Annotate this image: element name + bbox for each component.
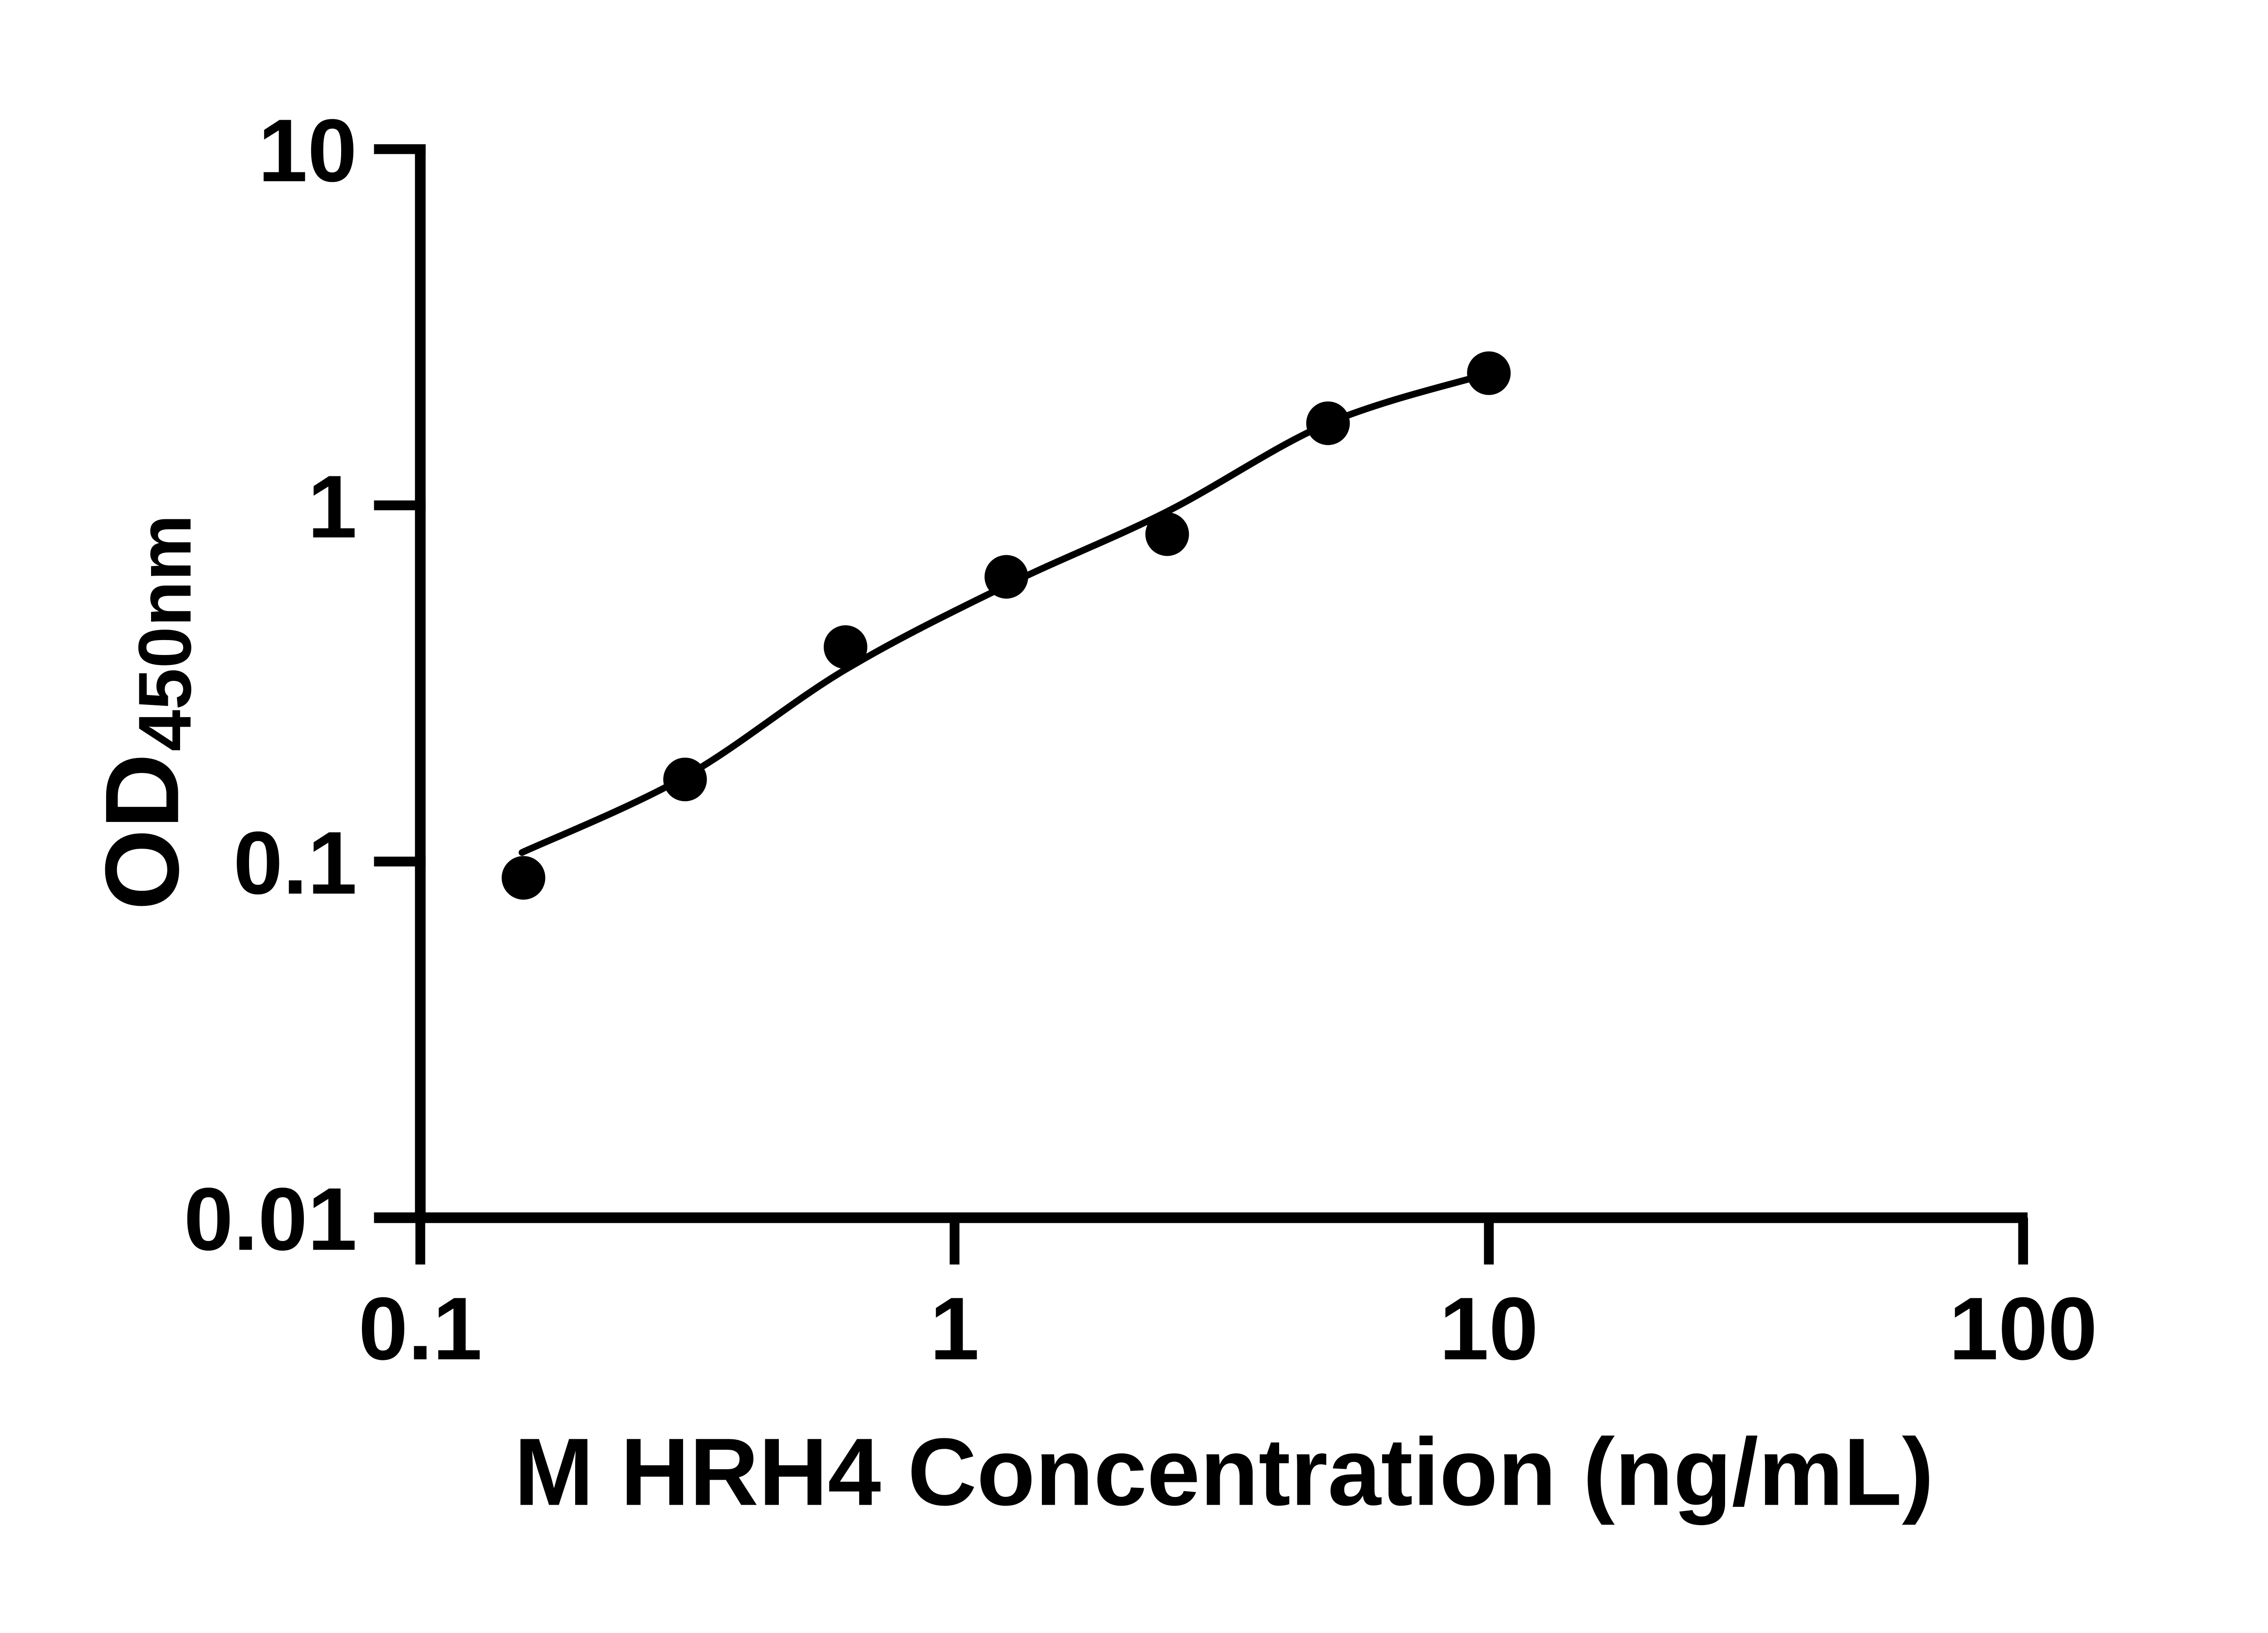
data-point [1467,351,1511,395]
x-tick-label: 100 [1949,1279,2097,1379]
y-axis-title-main: OD [83,753,200,910]
y-axis-ticks: 10 1 0.1 0.01 [184,100,426,1269]
x-axis-ticks: 0.1 1 10 100 [358,1217,2097,1379]
y-tick-label: 10 [258,100,357,200]
y-tick-label: 0.1 [233,813,357,913]
x-axis-title: M HRH4 Concentration (ng/mL) [514,1418,1934,1525]
x-tick-label: 0.1 [358,1279,482,1379]
data-point [1145,512,1189,556]
y-tick-label: 0.01 [184,1169,357,1269]
data-point [1306,401,1350,445]
y-tick-label: 1 [308,457,357,557]
axes [374,144,2028,1223]
y-axis-title-subscript: 450nm [123,514,206,751]
data-point [984,555,1028,599]
x-tick-label: 1 [930,1279,979,1379]
data-points [501,351,1511,900]
data-point [501,856,546,900]
data-point [823,625,868,669]
data-point [663,758,707,802]
y-axis-title: OD 450nm [83,514,206,910]
x-tick-label: 10 [1439,1279,1538,1379]
